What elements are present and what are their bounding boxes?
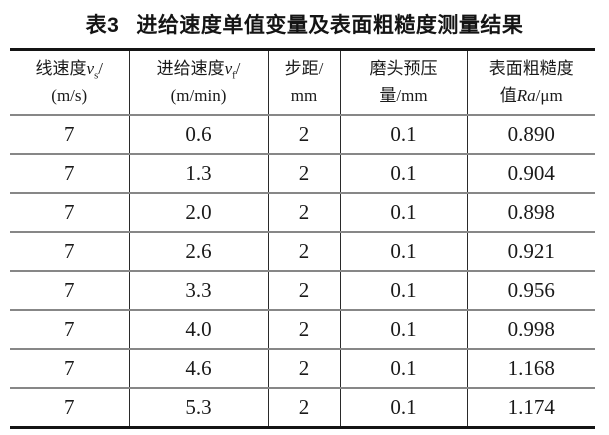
col-header-line-speed: 线速度vs/ (m/s) — [10, 49, 130, 116]
header-text: / — [235, 59, 241, 79]
table-cell: 2 — [268, 193, 341, 233]
table-cell: 0.956 — [467, 271, 595, 311]
table-number: 表3 — [85, 14, 120, 37]
table-title: 表3 进给速度单值变量及表面粗糙度测量结果 — [0, 0, 609, 39]
table-cell: 0.1 — [340, 310, 468, 350]
table-cell: 2 — [268, 115, 341, 155]
header-text: / — [98, 59, 103, 79]
header-unit: (m/min) — [170, 85, 227, 105]
header-line1: 线速度vs/ — [10, 56, 129, 82]
header-unit: 量/mm — [379, 85, 428, 105]
header-line2: mm — [269, 83, 340, 109]
col-header-step-distance: 步距/ mm — [268, 49, 341, 116]
table-header: 线速度vs/ (m/s) 进给速度vf/ (m/min) 步距/ mm 磨头预压… — [10, 49, 596, 116]
header-line1: 进给速度vf/ — [130, 56, 268, 82]
table-row: 7 3.3 2 0.1 0.956 — [10, 271, 595, 311]
table-row: 7 4.6 2 0.1 1.168 — [10, 349, 595, 389]
table-cell: 2 — [268, 154, 341, 194]
table-title-text: 进给速度单值变量及表面粗糙度测量结果 — [136, 14, 524, 37]
table-cell: 0.1 — [340, 388, 468, 428]
table-cell: 7 — [10, 349, 130, 389]
table-cell: 0.6 — [129, 115, 269, 155]
table-cell: 7 — [10, 115, 130, 155]
header-text: 步距/ — [284, 59, 324, 79]
table-cell: 2 — [268, 271, 341, 311]
table-cell: 0.1 — [340, 154, 468, 194]
header-line2: (m/s) — [10, 83, 129, 109]
header-line1: 表面粗糙度 — [468, 56, 596, 82]
header-unit: mm — [290, 85, 318, 105]
header-line2: 量/mm — [341, 83, 467, 109]
table-cell: 7 — [10, 193, 130, 233]
measurement-table: 线速度vs/ (m/s) 进给速度vf/ (m/min) 步距/ mm 磨头预压… — [10, 48, 595, 429]
table-cell: 0.890 — [467, 115, 595, 155]
table-row: 7 1.3 2 0.1 0.904 — [10, 154, 595, 194]
table-cell: 2.6 — [129, 232, 269, 272]
table-row: 7 5.3 2 0.1 1.174 — [10, 388, 595, 428]
variable-symbol: v — [224, 59, 233, 79]
table-cell: 5.3 — [129, 388, 269, 428]
table-row: 7 2.0 2 0.1 0.898 — [10, 193, 595, 233]
table-cell: 0.1 — [340, 349, 468, 389]
table-cell: 7 — [10, 154, 130, 194]
table-cell: 0.904 — [467, 154, 595, 194]
header-text: 线速度 — [35, 59, 87, 79]
table-cell: 7 — [10, 310, 130, 350]
table-cell: 0.1 — [340, 115, 468, 155]
table-cell: 0.898 — [467, 193, 595, 233]
col-header-wheel-preload: 磨头预压 量/mm — [340, 49, 468, 116]
table-cell: 1.168 — [467, 349, 595, 389]
variable-subscript: s — [94, 70, 99, 82]
variable-symbol: v — [86, 59, 95, 79]
table-cell: 0.921 — [467, 232, 595, 272]
header-row: 线速度vs/ (m/s) 进给速度vf/ (m/min) 步距/ mm 磨头预压… — [10, 49, 596, 116]
table-cell: 0.1 — [340, 271, 468, 311]
table-row: 7 2.6 2 0.1 0.921 — [10, 232, 595, 272]
header-unit: 值 — [499, 85, 517, 105]
table-cell: 7 — [10, 388, 130, 428]
table-body: 7 0.6 2 0.1 0.890 7 1.3 2 0.1 0.904 7 2.… — [10, 115, 595, 428]
table-cell: 1.3 — [129, 154, 269, 194]
header-unit: (m/s) — [51, 85, 88, 105]
table-cell: 0.1 — [340, 232, 468, 272]
table-cell: 7 — [10, 271, 130, 311]
variable-subscript: f — [232, 70, 236, 82]
table-cell: 0.998 — [467, 310, 595, 350]
header-unit: /μm — [535, 85, 563, 105]
header-line2: 值Ra/μm — [468, 83, 596, 109]
header-text: 表面粗糙度 — [488, 59, 574, 79]
table-cell: 2 — [268, 310, 341, 350]
table-cell: 2.0 — [129, 193, 269, 233]
header-line2: (m/min) — [130, 83, 268, 109]
table-cell: 2 — [268, 232, 341, 272]
header-line1: 步距/ — [269, 56, 340, 82]
table-cell: 4.6 — [129, 349, 269, 389]
col-header-surface-roughness: 表面粗糙度 值Ra/μm — [467, 49, 596, 116]
variable-symbol: Ra — [516, 85, 536, 105]
table-cell: 0.1 — [340, 193, 468, 233]
table-row: 7 0.6 2 0.1 0.890 — [10, 115, 595, 155]
header-line1: 磨头预压 — [341, 56, 467, 82]
table-cell: 3.3 — [129, 271, 269, 311]
table-row: 7 4.0 2 0.1 0.998 — [10, 310, 595, 350]
table-cell: 2 — [268, 388, 341, 428]
col-header-feed-rate: 进给速度vf/ (m/min) — [129, 49, 269, 116]
table-cell: 1.174 — [507, 395, 555, 419]
table-cell: 2 — [268, 349, 341, 389]
table-cell: 7 — [10, 232, 130, 272]
table-cell: 4.0 — [129, 310, 269, 350]
header-text: 进给速度 — [156, 59, 225, 79]
header-text: 磨头预压 — [369, 59, 438, 79]
